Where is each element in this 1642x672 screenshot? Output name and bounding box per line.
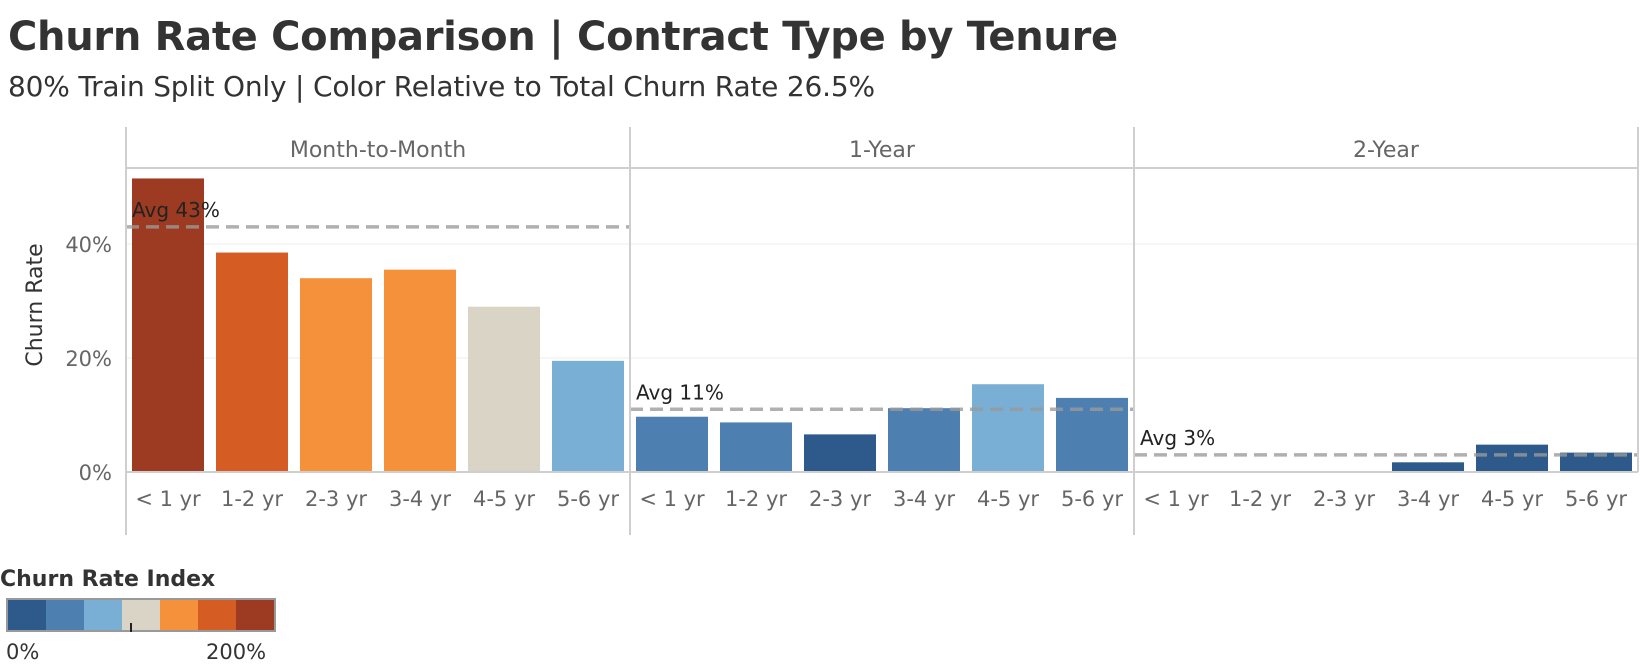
bar <box>720 422 792 472</box>
bars <box>132 178 1632 472</box>
y-tick-label: 40% <box>65 233 112 257</box>
bar <box>468 306 540 472</box>
x-tick-label: < 1 yr <box>135 487 201 511</box>
average-label: Avg 11% <box>636 380 724 404</box>
bar <box>1392 462 1464 472</box>
legend-swatch <box>8 600 46 630</box>
x-tick-label: 2-3 yr <box>1313 487 1375 511</box>
x-tick-label: < 1 yr <box>1143 487 1209 511</box>
average-label: Avg 43% <box>132 198 220 222</box>
bar <box>1560 452 1632 472</box>
x-tick-label: 2-3 yr <box>305 487 367 511</box>
chart-svg: Avg 43% Avg 11% Avg 3% 0% 20% 40% Month-to-Mo… <box>23 127 1639 535</box>
bar <box>804 434 876 472</box>
bar <box>1476 444 1548 472</box>
chart-title: Churn Rate Comparison | Contract Type by… <box>8 14 1118 60</box>
y-tick-label: 0% <box>79 461 112 485</box>
x-tick-label: 1-2 yr <box>221 487 283 511</box>
bar <box>972 384 1044 472</box>
x-tick-label: 1-2 yr <box>725 487 787 511</box>
bar <box>132 178 204 472</box>
panel-header-label: Month-to-Month <box>290 138 466 163</box>
bar <box>384 269 456 472</box>
legend-color-scale <box>6 598 276 632</box>
legend-title: Churn Rate Index <box>0 567 216 592</box>
y-axis-title: Churn Rate <box>23 243 48 366</box>
legend-swatch <box>122 600 160 630</box>
x-tick-label: 4-5 yr <box>1481 487 1543 511</box>
panel-header-label: 1-Year <box>849 138 916 163</box>
x-tick-label: 3-4 yr <box>1397 487 1459 511</box>
chart-subtitle: 80% Train Split Only | Color Relative to… <box>8 70 875 103</box>
y-tick-label: 20% <box>65 347 112 371</box>
x-tick-label: 5-6 yr <box>1061 487 1123 511</box>
legend-swatch <box>46 600 84 630</box>
legend-swatch <box>198 600 236 630</box>
bar <box>888 408 960 472</box>
panel-header-label: 2-Year <box>1353 138 1420 163</box>
x-tick-label: 5-6 yr <box>1565 487 1627 511</box>
average-lines: Avg 43% Avg 11% Avg 3% <box>126 198 1638 457</box>
legend-min-label: 0% <box>6 640 40 664</box>
bar <box>300 278 372 472</box>
legend-border <box>6 598 276 632</box>
labels: 0% 20% 40% Month-to-Month < 1 yr 1-2 yr 2-3 yr… <box>65 138 1627 511</box>
panel-frames <box>125 127 1639 535</box>
legend-max-label: 200% <box>206 640 267 664</box>
legend-swatch <box>236 600 274 630</box>
legend-swatch <box>84 600 122 630</box>
x-tick-label: 4-5 yr <box>977 487 1039 511</box>
legend-swatch <box>160 600 198 630</box>
x-tick-label: 1-2 yr <box>1229 487 1291 511</box>
x-tick-label: 3-4 yr <box>389 487 451 511</box>
bar <box>636 416 708 472</box>
x-tick-label: 3-4 yr <box>893 487 955 511</box>
gridlines <box>126 243 1638 359</box>
average-label: Avg 3% <box>1140 426 1215 450</box>
x-tick-label: 4-5 yr <box>473 487 535 511</box>
x-tick-label: 5-6 yr <box>557 487 619 511</box>
x-tick-label: 2-3 yr <box>809 487 871 511</box>
x-tick-label: < 1 yr <box>639 487 705 511</box>
bar <box>552 360 624 472</box>
bar <box>216 252 288 472</box>
